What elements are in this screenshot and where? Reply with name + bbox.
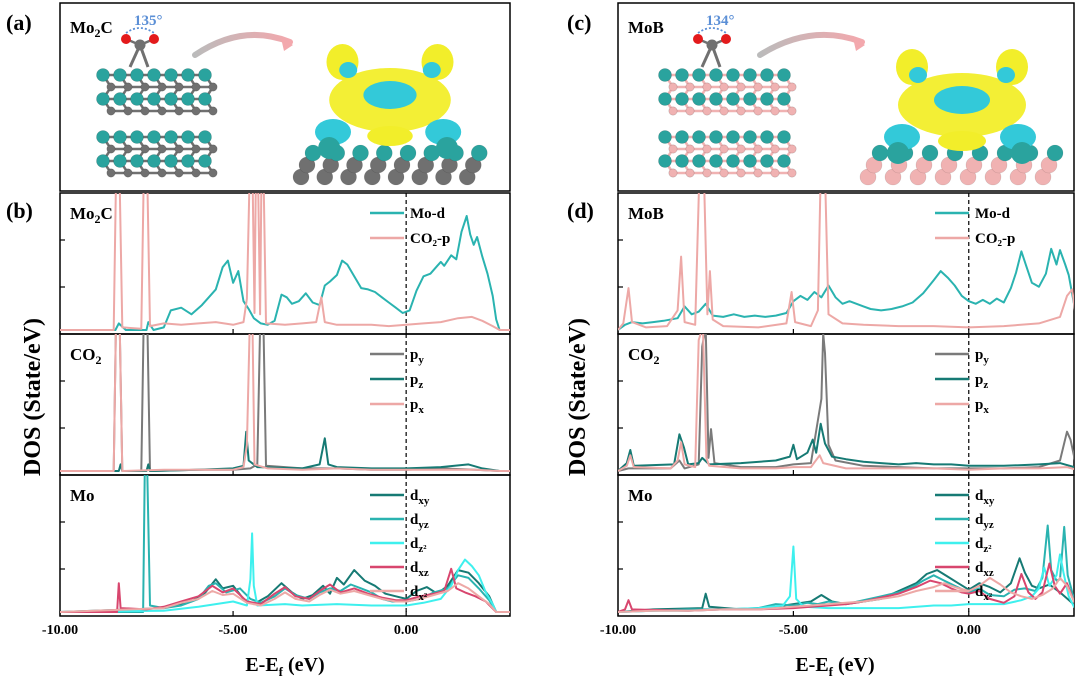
dos-series-line-d-1-2 (618, 334, 1074, 472)
dos-subplot-d-0: MoB Mo-d CO₂-p (617, 192, 1075, 335)
mob-charge-density-isosurface (859, 49, 1064, 186)
dos-subplot-frame-b-2 (59, 474, 511, 617)
dos-subplot-frame-d-2 (617, 474, 1075, 617)
dos-plot-d: MoB Mo-d CO₂-p CO2 py pz px Mo dxy dyz dz² dxz dx² -1… (600, 192, 1075, 638)
panel-label-c: (c) (567, 10, 591, 35)
legend-label-b-1-1: pz (410, 372, 423, 391)
dos-plot-b: Mo2C Mo-d CO₂-p CO2 py pz px Mo dxy dyz dz² dxz dx² -… (42, 192, 511, 638)
legend-label-d-2-3: dxz (975, 560, 994, 579)
dos-series-line-d-0-1 (618, 193, 1074, 331)
legend-label-d-0-1: CO₂-p (975, 231, 1015, 247)
mo2c-charge-density-isosurface (292, 44, 488, 186)
legend-label-d-2-2: dz² (975, 536, 992, 555)
dos-series-line-b-0-0 (60, 215, 510, 331)
dos-xlabel-left: E-Ef (eV) (245, 654, 324, 679)
co2-angle-label-left: 135° (134, 13, 163, 29)
dos-series-line-b-2-1 (60, 475, 510, 613)
x-tick-label-d-2: 0.00 (957, 623, 982, 638)
dos-series-line-b-1-1 (60, 430, 510, 472)
dos-series-line-b-2-3 (60, 567, 510, 613)
dos-series-line-d-1-1 (618, 422, 1074, 472)
dos-subplot-label-b-1: CO2 (70, 345, 102, 367)
dos-ylabel-left: DOS (State/eV) (20, 318, 46, 476)
x-tick-label-b-0: -10.00 (42, 623, 78, 638)
dos-series-line-b-0-1 (60, 193, 510, 331)
dos-series-line-d-0-0 (618, 247, 1074, 331)
dos-subplot-b-0: Mo2C Mo-d CO₂-p (59, 192, 511, 335)
dos-subplot-b-1: CO2 py pz px (59, 333, 511, 476)
legend-label-b-0-1: CO₂-p (410, 231, 450, 247)
legend-label-b-1-0: py (410, 347, 424, 366)
dos-subplot-label-d-2: Mo (628, 486, 653, 505)
dos-series-line-b-2-4 (60, 582, 510, 613)
dos-subplot-label-b-0: Mo2C (70, 204, 113, 226)
dos-series-line-d-2-3 (618, 562, 1074, 613)
dos-series-line-b-2-2 (60, 532, 510, 613)
dos-subplot-label-d-0: MoB (628, 204, 664, 223)
dos-subplot-frame-b-1 (59, 333, 511, 476)
dos-series-line-b-1-0 (60, 334, 510, 472)
legend-label-d-2-4: dx² (975, 584, 993, 603)
transition-arrow-left (192, 31, 293, 58)
legend-label-b-2-0: dxy (410, 488, 430, 507)
dos-series-line-d-2-4 (618, 576, 1074, 613)
legend-label-d-1-0: py (975, 347, 989, 366)
panel-label-b: (b) (6, 198, 33, 223)
dos-series-line-b-1-2 (60, 334, 510, 472)
panel-b: (b) DOS (State/eV) Mo2C Mo-d CO₂-p CO2 py pz p… (6, 192, 511, 679)
x-tick-label-d-1: -5.00 (779, 623, 808, 638)
co2-angle-label-right: 134° (706, 13, 735, 29)
dos-subplot-label-b-2: Mo (70, 486, 95, 505)
dos-series-line-d-1-0 (618, 334, 1074, 472)
legend-label-b-1-2: px (410, 397, 424, 416)
x-tick-label-b-2: 0.00 (394, 623, 419, 638)
mob-co2-slab-structure (658, 27, 797, 178)
dos-subplot-b-2: Mo dxy dyz dz² dxz dx² (59, 474, 511, 617)
legend-label-b-2-1: dyz (410, 512, 429, 531)
legend-label-d-1-2: px (975, 397, 989, 416)
panel-label-a: (a) (6, 10, 32, 35)
x-tick-label-b-1: -5.00 (218, 623, 247, 638)
dos-ylabel-right: DOS (State/eV) (565, 318, 591, 476)
legend-label-d-0-0: Mo-d (975, 206, 1011, 222)
legend-label-b-2-4: dx² (410, 584, 428, 603)
legend-label-b-2-2: dz² (410, 536, 427, 555)
dos-series-line-d-2-2 (618, 545, 1074, 613)
panel-a: (a) Mo2C 135° (6, 2, 511, 192)
legend-label-d-1-1: pz (975, 372, 988, 391)
dos-subplot-d-2: Mo dxy dyz dz² dxz dx² (617, 474, 1075, 617)
mo2c-co2-slab-structure (96, 27, 218, 178)
structure-label-mo2c: Mo2C (70, 18, 113, 40)
legend-label-d-2-1: dyz (975, 512, 994, 531)
legend-label-b-2-3: dxz (410, 560, 429, 579)
panel-d: (d) DOS (State/eV) MoB Mo-d CO₂-p CO2 py pz px… (565, 192, 1075, 679)
x-tick-label-d-0: -10.00 (600, 623, 636, 638)
legend-label-b-0-0: Mo-d (410, 206, 446, 222)
dos-subplot-d-1: CO2 py pz px (617, 333, 1075, 476)
panel-label-d: (d) (567, 198, 594, 223)
panel-c: (c) MoB 134° (567, 2, 1075, 192)
dos-series-line-d-2-1 (618, 524, 1074, 613)
dos-subplot-label-d-1: CO2 (628, 345, 660, 367)
legend-label-d-2-0: dxy (975, 488, 995, 507)
transition-arrow-right (757, 31, 865, 58)
structure-label-mob: MoB (628, 18, 664, 37)
dos-xlabel-right: E-Ef (eV) (795, 654, 874, 679)
